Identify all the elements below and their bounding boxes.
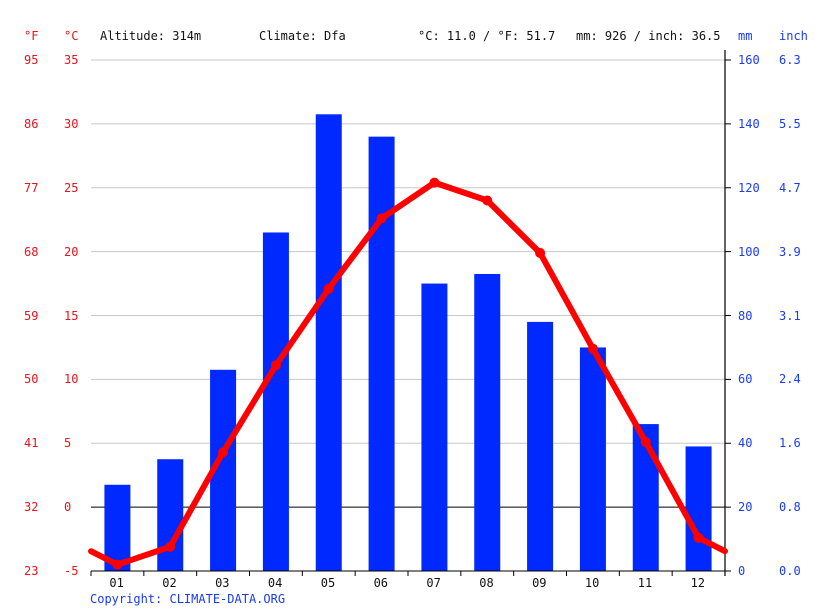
inch-tick: 1.6 bbox=[779, 436, 801, 451]
precipitation-bar bbox=[632, 424, 659, 571]
celsius-tick: -5 bbox=[64, 564, 79, 578]
inch-tick: 3.9 bbox=[779, 244, 801, 259]
precipitation-bar bbox=[474, 273, 501, 571]
mm-tick: 140 bbox=[738, 116, 760, 131]
inch-tick: 5.5 bbox=[779, 116, 801, 131]
inch-tick: 0.0 bbox=[779, 564, 801, 578]
month-label: 01 bbox=[109, 576, 124, 590]
mm-tick: 120 bbox=[738, 180, 760, 195]
temperature-line bbox=[88, 177, 728, 570]
inch-tick: 2.4 bbox=[779, 372, 801, 387]
mm-tick: 100 bbox=[738, 244, 760, 259]
inch-tick: 3.1 bbox=[779, 308, 801, 323]
precipitation-bar bbox=[104, 484, 131, 571]
precipitation-bar bbox=[315, 114, 342, 571]
precipitation-bar bbox=[421, 283, 448, 571]
month-label: 04 bbox=[267, 576, 283, 590]
mm-tick: 20 bbox=[738, 500, 753, 515]
inch-tick: 4.7 bbox=[779, 180, 801, 195]
temperature-point bbox=[270, 360, 281, 371]
copyright-link[interactable]: Copyright: CLIMATE-DATA.ORG bbox=[90, 592, 286, 606]
total-precipitation-label: mm: 926 / inch: 36.5 bbox=[576, 29, 721, 43]
fahrenheit-tick: 86 bbox=[24, 116, 39, 131]
mm-tick: 0 bbox=[738, 564, 746, 578]
celsius-tick: 20 bbox=[64, 244, 79, 259]
celsius-tick: 15 bbox=[64, 308, 79, 323]
temperature-point bbox=[482, 195, 493, 206]
fahrenheit-tick: 77 bbox=[24, 180, 39, 195]
precipitation-bars bbox=[104, 114, 712, 571]
precipitation-bar bbox=[579, 347, 606, 571]
temperature-point bbox=[165, 541, 176, 552]
fahrenheit-tick: 50 bbox=[24, 372, 39, 387]
celsius-tick: 25 bbox=[64, 180, 79, 195]
mm-tick: 40 bbox=[738, 436, 753, 451]
gridlines bbox=[91, 59, 725, 508]
month-label: 10 bbox=[584, 576, 600, 590]
month-label: 06 bbox=[373, 576, 389, 590]
month-label: 03 bbox=[215, 576, 230, 590]
temperature-point bbox=[587, 343, 598, 354]
fahrenheit-tick: 41 bbox=[24, 436, 39, 451]
celsius-tick: 0 bbox=[64, 500, 72, 515]
axis-lines bbox=[90, 50, 731, 576]
inch-tick: 0.8 bbox=[779, 500, 801, 515]
inch-tick: 6.3 bbox=[779, 53, 801, 67]
temperature-point bbox=[429, 177, 440, 188]
fahrenheit-tick: 95 bbox=[24, 53, 39, 67]
celsius-tick: 10 bbox=[64, 372, 79, 387]
temperature-point bbox=[218, 447, 229, 458]
fahrenheit-tick: 23 bbox=[24, 564, 39, 578]
precipitation-bar bbox=[157, 459, 184, 571]
month-label: 05 bbox=[320, 576, 336, 590]
precipitation-bar bbox=[527, 321, 554, 571]
precipitation-bar bbox=[685, 446, 712, 571]
mm-tick: 80 bbox=[738, 308, 753, 323]
temperature-point bbox=[112, 559, 123, 570]
celsius-tick: 5 bbox=[64, 436, 72, 451]
precipitation-bar bbox=[262, 232, 289, 571]
temperature-point bbox=[693, 532, 704, 543]
temperature-point bbox=[323, 283, 334, 294]
climate-label: Climate: Dfa bbox=[259, 29, 346, 43]
month-label: 02 bbox=[162, 576, 177, 590]
mm-tick: 160 bbox=[738, 53, 760, 67]
mm-unit-label: mm bbox=[738, 29, 753, 43]
temperature-point bbox=[640, 436, 651, 447]
month-label: 08 bbox=[479, 576, 494, 590]
fahrenheit-tick: 32 bbox=[24, 500, 39, 515]
avg-temperature-label: °C: 11.0 / °F: 51.7 bbox=[418, 29, 556, 43]
month-label: 07 bbox=[426, 576, 441, 590]
month-label: 11 bbox=[637, 576, 653, 590]
fahrenheit-tick: 59 bbox=[24, 308, 39, 323]
temperature-point bbox=[535, 247, 546, 258]
temperature-point bbox=[376, 213, 387, 224]
fahrenheit-unit-label: °F bbox=[24, 29, 39, 43]
month-label: 12 bbox=[690, 576, 706, 590]
fahrenheit-tick: 68 bbox=[24, 244, 39, 259]
celsius-tick: 35 bbox=[64, 53, 79, 67]
celsius-tick: 30 bbox=[64, 116, 79, 131]
celsius-unit-label: °C bbox=[64, 29, 79, 43]
precipitation-bar bbox=[368, 136, 395, 571]
month-label: 09 bbox=[532, 576, 547, 590]
inch-unit-label: inch bbox=[779, 29, 808, 43]
mm-tick: 60 bbox=[738, 372, 753, 387]
altitude-label: Altitude: 314m bbox=[100, 29, 202, 43]
